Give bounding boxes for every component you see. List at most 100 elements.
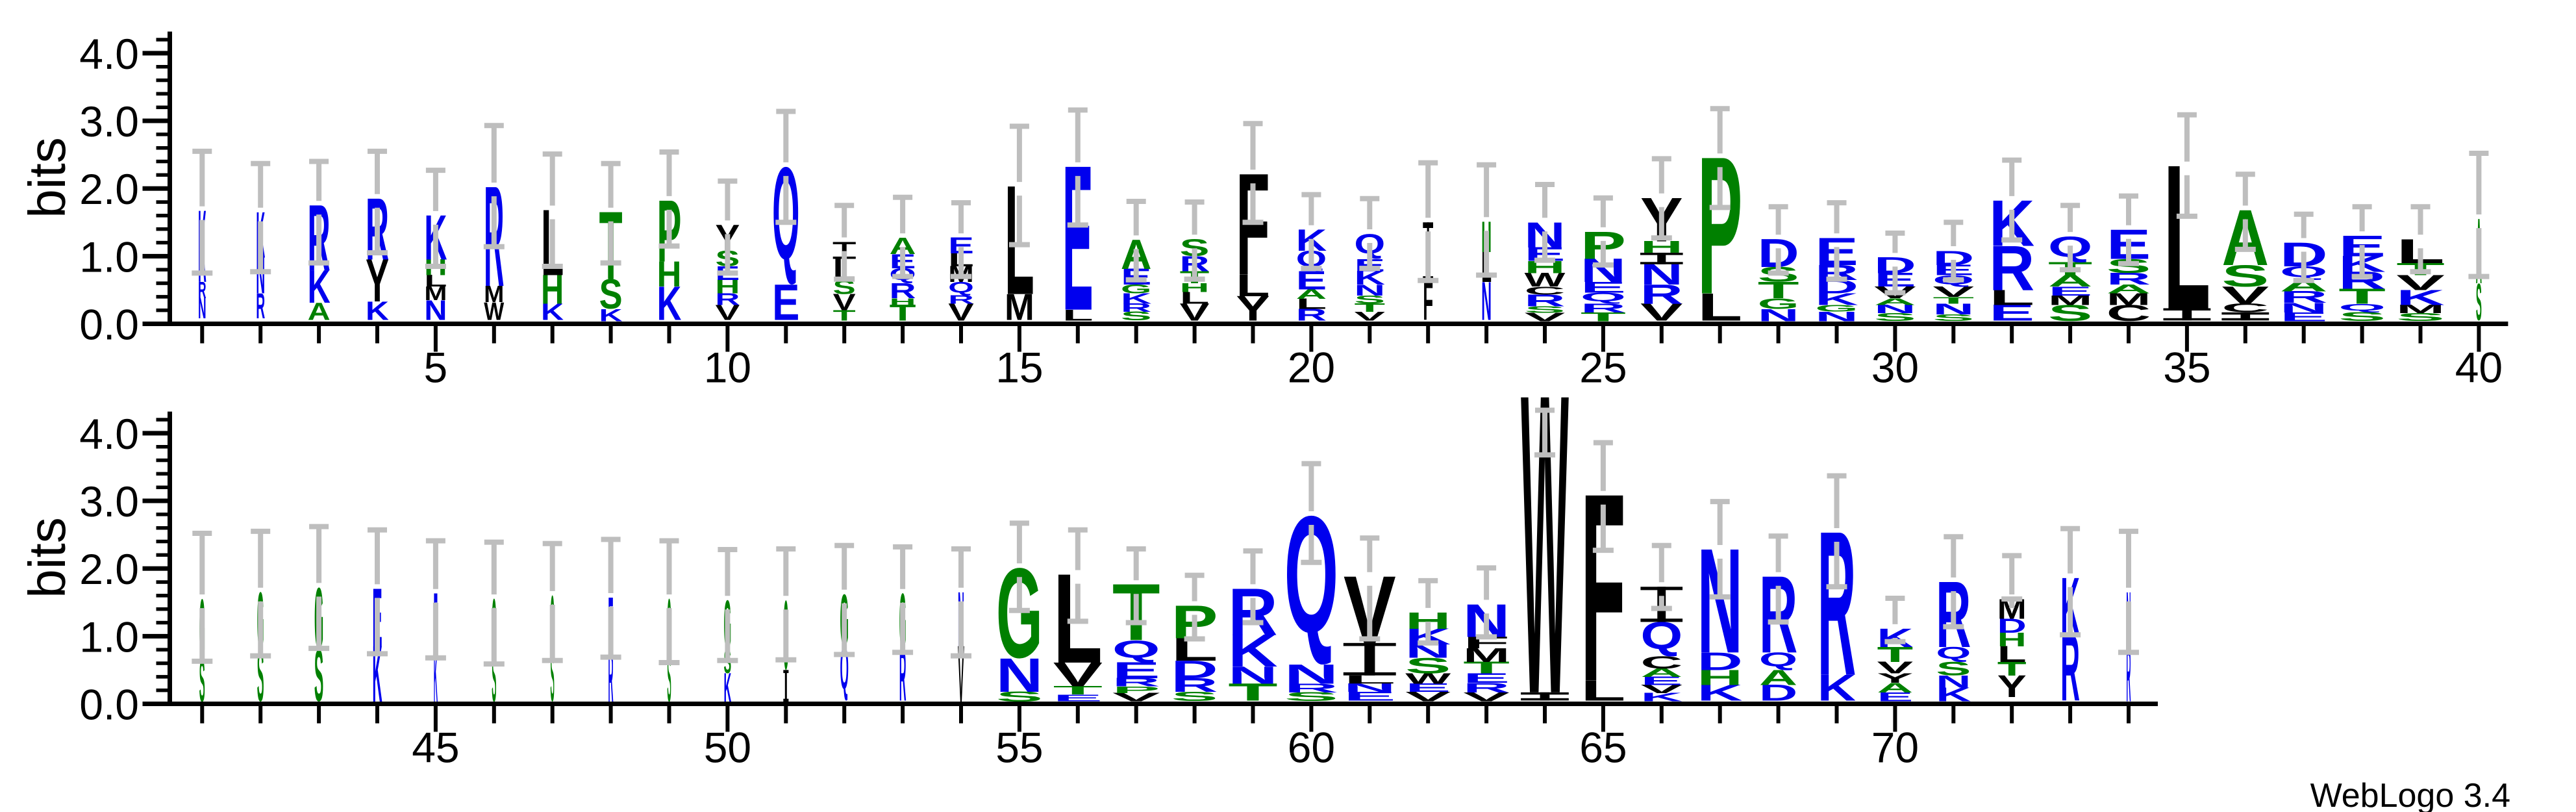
svg-text:T: T — [833, 308, 857, 324]
svg-text:R: R — [1463, 680, 1510, 696]
svg-text:T: T — [1053, 683, 1103, 696]
svg-text:Y: Y — [1997, 669, 2027, 704]
svg-text:T: T — [2338, 284, 2386, 308]
svg-text:R: R — [1525, 291, 1566, 310]
svg-text:V: V — [1640, 682, 1682, 695]
svg-text:R: R — [899, 635, 907, 717]
svg-text:S: S — [1874, 311, 1916, 324]
svg-text:C: C — [1640, 653, 1682, 672]
svg-text:S: S — [2338, 310, 2386, 324]
svg-text:N: N — [1344, 681, 1396, 694]
svg-text:R: R — [1296, 305, 1327, 324]
svg-text:S: S — [1354, 293, 1385, 306]
svg-text:E: E — [1989, 300, 2034, 325]
svg-text:S: S — [492, 639, 496, 716]
svg-text:4.0: 4.0 — [79, 30, 139, 78]
svg-text:V: V — [1463, 690, 1510, 704]
svg-text:G: G — [996, 542, 1043, 685]
svg-text:D: D — [1997, 615, 2027, 637]
svg-text:0.0: 0.0 — [79, 301, 139, 349]
svg-text:K: K — [1228, 625, 1277, 677]
svg-text:V: V — [716, 300, 740, 324]
svg-text:E: E — [1112, 658, 1160, 683]
svg-text:L: L — [424, 272, 447, 290]
svg-text:30: 30 — [1871, 344, 1919, 392]
svg-text:H: H — [1180, 281, 1210, 295]
svg-text:M: M — [1463, 644, 1510, 666]
svg-text:D: D — [1759, 680, 1797, 705]
svg-text:A: A — [1759, 666, 1797, 690]
svg-text:A: A — [2107, 282, 2151, 296]
svg-text:R: R — [2107, 270, 2151, 288]
svg-text:V: V — [1405, 689, 1451, 704]
svg-text:M: M — [424, 283, 447, 305]
svg-text:65: 65 — [1579, 724, 1627, 772]
svg-text:45: 45 — [412, 724, 459, 772]
svg-text:K: K — [541, 299, 564, 325]
svg-text:W: W — [484, 296, 505, 325]
svg-text:D: D — [1697, 647, 1743, 676]
svg-text:T: T — [1581, 310, 1626, 324]
svg-text:R: R — [608, 636, 614, 718]
svg-text:E: E — [1640, 674, 1682, 687]
svg-text:R: R — [890, 279, 916, 303]
svg-text:V: V — [2396, 271, 2445, 295]
svg-text:40: 40 — [2455, 344, 2503, 392]
svg-text:Q: Q — [948, 279, 974, 296]
svg-text:S: S — [1936, 658, 1971, 679]
svg-text:K: K — [1815, 290, 1858, 309]
svg-text:N: N — [1284, 659, 1339, 689]
svg-text:N: N — [1228, 661, 1277, 689]
svg-text:C: C — [2221, 301, 2269, 314]
svg-text:A: A — [1640, 666, 1682, 679]
svg-text:Q: Q — [1581, 290, 1626, 304]
svg-text:R: R — [1112, 676, 1160, 689]
svg-text:S: S — [1405, 653, 1451, 678]
svg-text:T: T — [1463, 659, 1510, 678]
svg-text:N: N — [1936, 672, 1971, 692]
svg-text:L: L — [1180, 288, 1210, 307]
svg-text:M: M — [1005, 286, 1034, 327]
svg-text:G: G — [1815, 303, 1858, 314]
svg-text:K: K — [308, 261, 331, 314]
svg-text:R: R — [948, 293, 974, 306]
svg-text:Q: Q — [2338, 301, 2386, 312]
svg-text:2.0: 2.0 — [79, 545, 139, 593]
svg-text:M: M — [2107, 290, 2151, 309]
svg-text:L: L — [1997, 642, 2027, 667]
svg-text:R: R — [256, 285, 265, 326]
svg-text:L: L — [1236, 268, 1269, 303]
svg-text:Q: Q — [1936, 644, 1971, 662]
svg-text:S: S — [199, 648, 205, 714]
svg-text:N: N — [1815, 309, 1858, 324]
svg-text:V: V — [1525, 311, 1566, 324]
svg-text:V: V — [1640, 298, 1683, 325]
svg-text:V: V — [1877, 659, 1914, 678]
svg-text:4.0: 4.0 — [79, 410, 139, 458]
svg-text:L: L — [1344, 673, 1396, 686]
svg-text:K: K — [1640, 691, 1682, 704]
svg-text:V: V — [948, 298, 974, 326]
svg-text:R: R — [716, 290, 740, 309]
svg-text:V: V — [1932, 283, 1974, 299]
svg-text:R: R — [2126, 629, 2131, 718]
svg-text:H: H — [1640, 238, 1683, 257]
svg-text:K: K — [724, 665, 732, 711]
svg-text:T: T — [1354, 301, 1385, 314]
svg-text:H: H — [890, 296, 916, 307]
svg-text:R: R — [1171, 674, 1218, 696]
svg-text:E: E — [1053, 692, 1103, 704]
svg-text:V: V — [1112, 691, 1160, 704]
svg-text:R: R — [1284, 681, 1339, 695]
svg-text:bits: bits — [18, 137, 76, 218]
svg-text:Y: Y — [366, 247, 389, 315]
svg-text:F: F — [1423, 270, 1433, 332]
svg-text:T: T — [1228, 678, 1277, 706]
svg-text:D: D — [1171, 655, 1218, 684]
svg-text:S: S — [1171, 689, 1218, 704]
svg-text:50: 50 — [704, 724, 751, 772]
svg-text:R: R — [2280, 288, 2328, 307]
svg-text:E: E — [1344, 689, 1396, 704]
svg-text:S: S — [2396, 311, 2445, 324]
svg-text:A: A — [2048, 272, 2092, 290]
